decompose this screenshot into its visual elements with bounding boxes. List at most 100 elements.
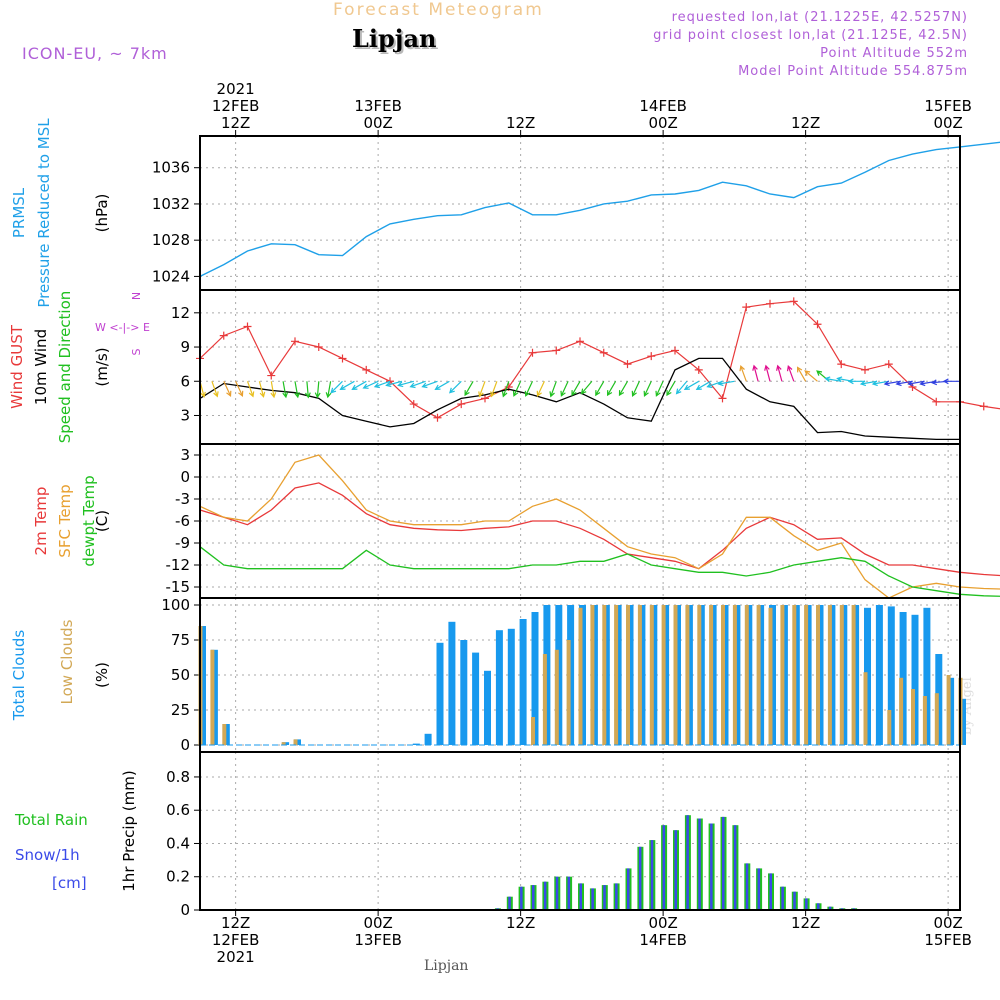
wind-gust-series-line: [199, 300, 1000, 419]
requested-coordinates: requested lon,lat (21.1225E, 42.5257N): [671, 10, 968, 25]
compass-south: S: [130, 348, 143, 355]
snow-bar: [710, 823, 713, 910]
low-cloud-bar: [661, 605, 666, 745]
wind-direction-arrow: [655, 381, 664, 397]
low-cloud-bar: [851, 605, 856, 745]
y-tick-label: -15: [166, 578, 191, 596]
bottom-time-label: 12FEB: [212, 931, 259, 949]
wind-direction-arrow: [824, 376, 842, 383]
low-cloud-bar: [827, 605, 832, 745]
total-cloud-bar: [412, 743, 420, 745]
top-time-label: 15FEB: [924, 97, 971, 115]
y-tick-label: 3: [180, 446, 190, 464]
low-cloud-bar: [804, 605, 809, 745]
bottom-time-label: 00Z: [933, 914, 962, 932]
wind-gust-point: [599, 348, 608, 357]
wind-direction-arrow: [883, 380, 901, 387]
bottom-time-label: 14FEB: [639, 931, 686, 949]
total-cloud-bar: [424, 733, 432, 745]
wind-gust-point: [362, 365, 371, 374]
wind-gust-point: [813, 320, 822, 329]
wind-gust-point: [314, 343, 323, 352]
wind-gust-point: [647, 352, 656, 361]
wind-direction-arrow: [409, 380, 426, 389]
snow-bar: [733, 825, 737, 910]
wind-direction-arrow: [464, 380, 474, 397]
model-point-altitude: Model Point Altitude 554.875m: [738, 64, 968, 79]
wind-10m-legend: 10m Wind: [32, 329, 50, 405]
top-time-label: 12Z: [791, 114, 820, 132]
bottom-time-label: 00Z: [363, 914, 392, 932]
low-cloud-bar: [614, 605, 619, 745]
wind-direction-arrow: [362, 380, 379, 389]
wind-direction-arrow: [385, 380, 403, 388]
total-cloud-bar: [436, 642, 444, 745]
wind-direction-arrow: [351, 380, 367, 390]
low-cloud-bar: [887, 710, 892, 745]
snow-bar: [591, 888, 594, 910]
wind-direction-arrow: [618, 380, 629, 397]
y-tick-label: 12: [171, 304, 190, 322]
low-cloud-bar: [531, 717, 535, 745]
wind-direction-legend: Speed and Direction: [56, 291, 74, 444]
total-rain-legend: Total Rain: [14, 811, 88, 829]
bottom-time-label: 13FEB: [354, 931, 401, 949]
wind-gust-point: [481, 394, 489, 403]
y-tick-label: 0: [180, 901, 190, 919]
wind-direction-arrow: [330, 380, 343, 394]
wind-direction-arrow: [339, 380, 355, 390]
low-cloud-bar: [756, 605, 761, 745]
y-tick-label: -12: [166, 556, 191, 574]
snow-bar: [745, 863, 749, 910]
y-tick-label: 1024: [152, 267, 190, 285]
wind-direction-arrow: [490, 381, 498, 398]
wind-direction-arrow: [675, 380, 688, 395]
y-tick-label: 3: [180, 406, 190, 424]
wind-direction-arrow: [512, 381, 522, 397]
low-cloud-bar: [566, 640, 571, 745]
pressure-series-line: [199, 141, 1000, 278]
low-cloud-bar: [732, 605, 737, 745]
low-cloud-bar: [946, 675, 951, 745]
wind-direction-arrow: [282, 381, 289, 399]
wind-direction-arrow: [895, 380, 913, 387]
y-tick-label: 0.4: [166, 834, 190, 852]
y-tick-label: 1032: [152, 195, 190, 213]
low-cloud-bar: [709, 605, 714, 745]
wind-speed-series-line: [199, 357, 960, 441]
wind-direction-arrow: [796, 366, 807, 382]
y-tick-label: 0: [180, 468, 190, 486]
wind-direction-arrow: [314, 381, 321, 399]
wind-direction-arrow: [643, 381, 652, 397]
wind-gust-point: [267, 371, 276, 380]
bottom-time-label: 15FEB: [924, 931, 971, 949]
wind-gust-point: [718, 394, 727, 403]
top-time-label: 2021: [217, 80, 255, 98]
wind-gust-point: [766, 299, 774, 308]
wind-gust-point: [291, 337, 299, 346]
snow-bar: [603, 885, 606, 910]
wind-direction-arrow: [871, 380, 889, 387]
y-tick-label: 6: [180, 372, 190, 390]
wind-gust-point: [979, 402, 988, 411]
wind-gust-point: [243, 322, 252, 331]
temp-dewpt-legend: dewpt Temp: [80, 475, 98, 566]
wind-direction-arrow: [434, 380, 450, 390]
snow-bar: [567, 876, 571, 910]
top-time-label: 14FEB: [639, 97, 686, 115]
low-cloud-bar: [934, 693, 939, 745]
snow-bar: [828, 906, 832, 910]
low-cloud-bar: [792, 605, 797, 745]
wind-direction-arrow: [524, 381, 534, 397]
wind-gust-point: [457, 400, 466, 409]
low-cloud-bar: [554, 649, 559, 745]
panel-frame: [199, 751, 961, 911]
wind-direction-arrow: [560, 381, 569, 397]
low-cloud-bar: [602, 605, 607, 745]
low-cloud-bar: [780, 605, 785, 745]
bottom-time-label: 00Z: [648, 914, 677, 932]
total-clouds-legend: Total Clouds: [10, 630, 28, 722]
wind-direction-arrow: [666, 380, 676, 397]
wind-direction-arrow: [752, 364, 759, 382]
total-cloud-bar: [495, 630, 503, 745]
